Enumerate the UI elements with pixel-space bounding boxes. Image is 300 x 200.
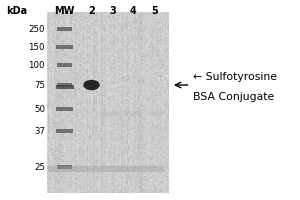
Bar (56, 129, 73, 133)
Bar (124, 110, 143, 116)
Bar (48, 166, 164, 172)
Text: 5: 5 (151, 6, 158, 16)
Ellipse shape (83, 80, 100, 90)
Text: ← Sulfotyrosine: ← Sulfotyrosine (194, 72, 278, 82)
Bar (57, 165, 72, 169)
Bar (56, 85, 74, 89)
Bar (57, 83, 72, 87)
Text: 25: 25 (34, 162, 45, 171)
Text: 3: 3 (109, 6, 116, 16)
Text: MW: MW (54, 6, 75, 16)
Bar (169, 0, 300, 200)
Text: BSA Conjugate: BSA Conjugate (194, 92, 275, 102)
Text: 50: 50 (34, 104, 45, 114)
Bar (145, 110, 164, 116)
Text: 2: 2 (88, 6, 95, 16)
Text: 150: 150 (28, 43, 45, 51)
Text: 100: 100 (28, 60, 45, 70)
Bar (56, 107, 73, 111)
Text: 37: 37 (34, 127, 45, 136)
Text: 75: 75 (34, 81, 45, 90)
Bar (57, 63, 72, 67)
Text: 250: 250 (28, 24, 45, 33)
Bar (103, 110, 122, 116)
Bar (57, 27, 72, 31)
Text: 4: 4 (130, 6, 137, 16)
Bar (56, 45, 73, 49)
Text: kDa: kDa (6, 6, 27, 16)
